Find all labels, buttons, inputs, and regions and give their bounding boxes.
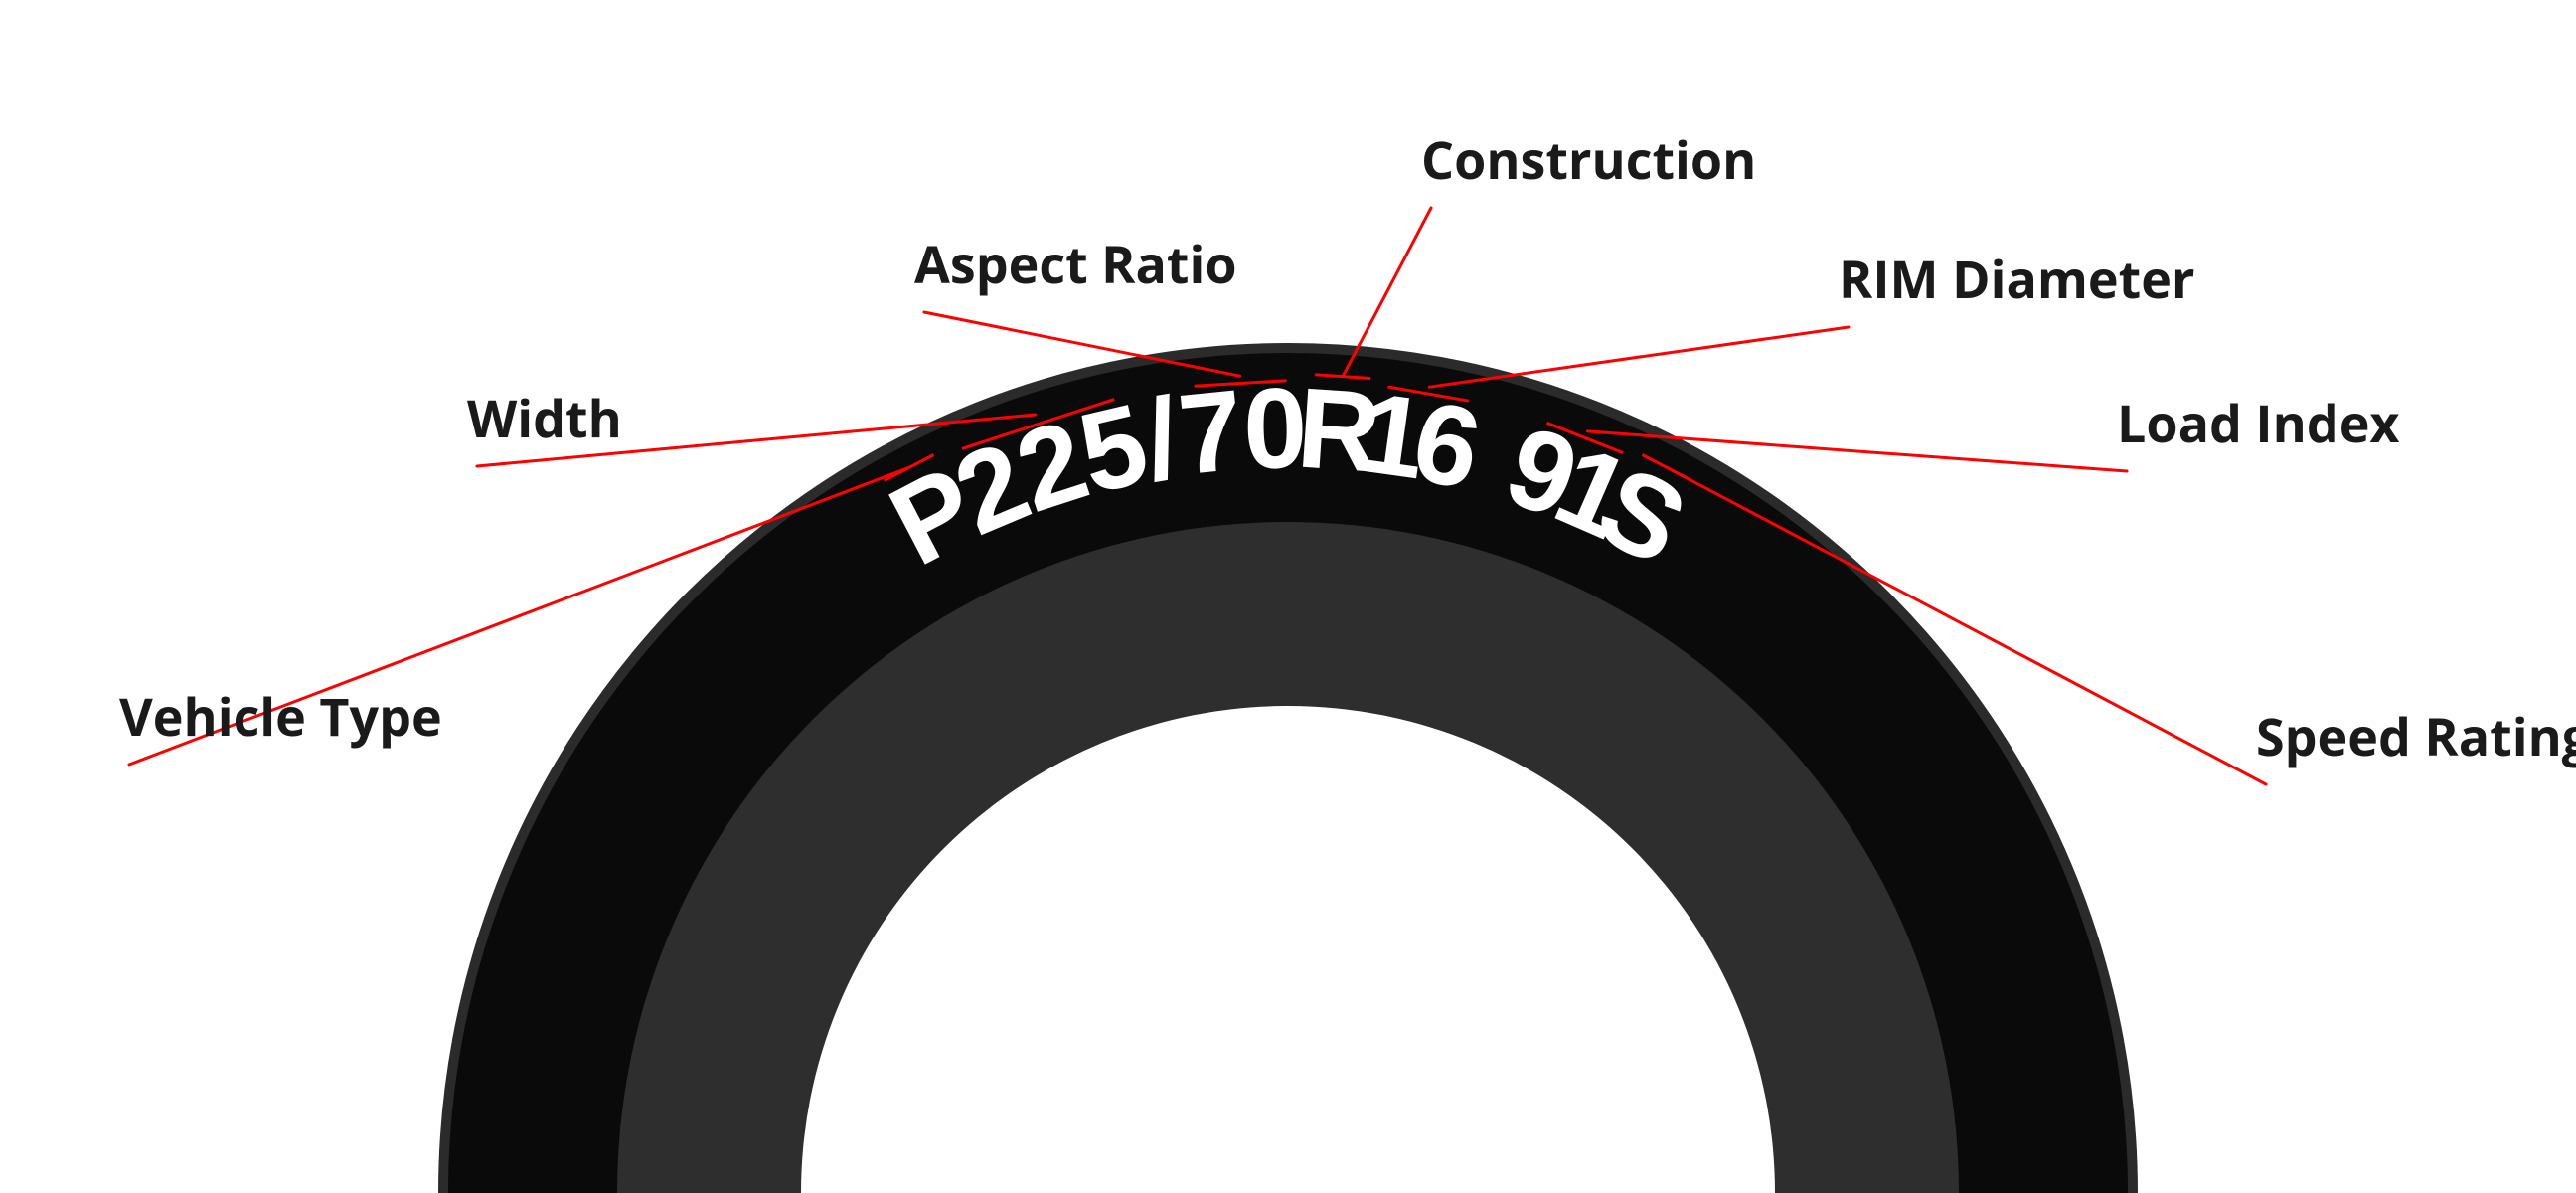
- callout-label: Construction: [1421, 124, 1756, 195]
- callout-label: Aspect Ratio: [914, 229, 1237, 299]
- callout-line: [1429, 327, 1849, 387]
- callout-label: Speed Rating: [2256, 701, 2576, 771]
- callout-label: RIM Diameter: [1839, 244, 2195, 314]
- callout-label: Width: [467, 383, 622, 453]
- callout-line: [924, 312, 1240, 376]
- callout-label: Vehicle Type: [119, 681, 442, 752]
- callout-label: Load Index: [2117, 388, 2399, 458]
